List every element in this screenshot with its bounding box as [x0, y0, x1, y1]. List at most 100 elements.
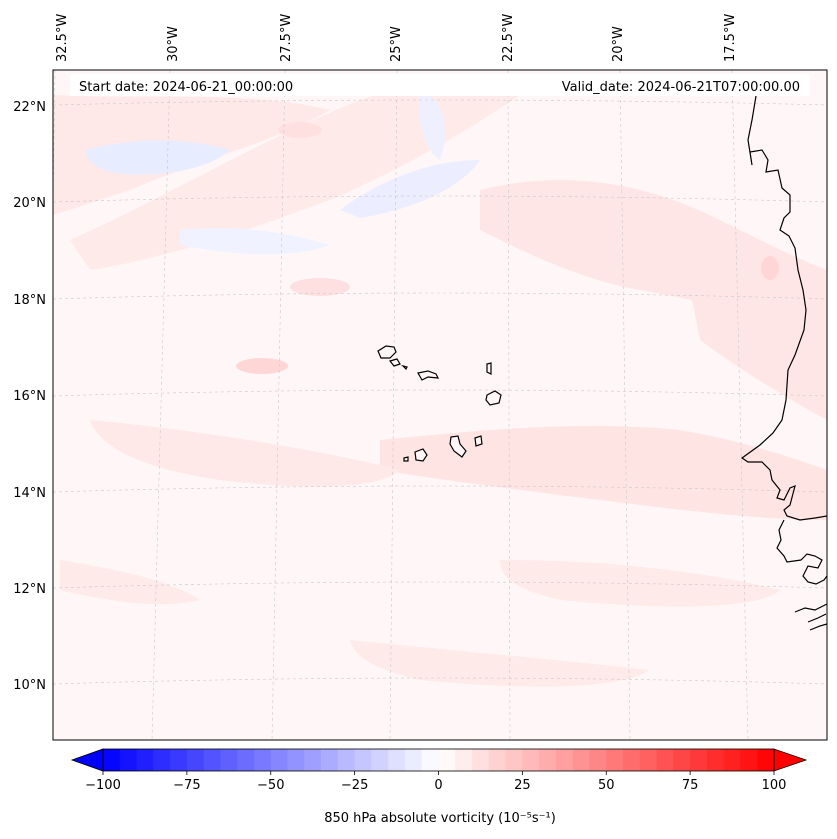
lat-label: 22°N: [13, 100, 46, 115]
colorbar-cell: [421, 749, 439, 771]
colorbar-cell: [304, 749, 322, 771]
colorbar-tick-label: 25: [514, 778, 531, 793]
island-sal: [486, 362, 492, 375]
lon-label: 20°W: [611, 26, 626, 62]
vorticity-positive-region: [500, 560, 780, 607]
vorticity-positive-region: [236, 358, 288, 374]
colorbar-tick-label: 0: [434, 778, 442, 793]
meridian-line: [731, 70, 749, 740]
longitude-labels: 32.5°W 30°W 27.5°W 25°W 22.5°W 20°W 17.5…: [55, 14, 738, 62]
parallel-line: [53, 195, 827, 203]
lon-label: 32.5°W: [55, 14, 70, 62]
meridian-line: [271, 70, 286, 740]
graticule: [53, 70, 827, 740]
colorbar-cell: [404, 749, 423, 771]
island-santo-antao: [377, 345, 397, 359]
meridian-line: [389, 70, 398, 740]
colorbar-tick-label: −25: [341, 778, 368, 793]
lat-label: 16°N: [13, 389, 46, 404]
parallel-line: [53, 677, 827, 685]
start-date-label: Start date: 2024-06-21_00:00:00: [79, 80, 293, 95]
colorbar-cells: [103, 749, 775, 771]
colorbar-cell: [706, 749, 725, 771]
colorbar-cell: [371, 749, 389, 771]
vorticity-positive-region: [350, 640, 650, 687]
colorbar-cell: [119, 749, 138, 771]
parallel-line: [53, 292, 827, 300]
parallel-line: [53, 389, 827, 397]
colorbar-cell: [103, 749, 121, 771]
colorbar-cell: [505, 749, 523, 771]
colorbar-extend-low: [70, 748, 104, 772]
colorbar-tick-label: −75: [173, 778, 200, 793]
colorbar-cell: [354, 749, 372, 771]
colorbar-cell: [220, 749, 238, 771]
colorbar-cell: [740, 749, 758, 771]
lon-label: 22.5°W: [501, 14, 516, 62]
colorbar-cell: [153, 749, 171, 771]
map-panel: [53, 70, 827, 740]
latitude-labels: 22°N 20°N 18°N 16°N 14°N 12°N 10°N: [13, 100, 46, 693]
colorbar-cell: [203, 749, 221, 771]
colorbar-cell: [555, 749, 574, 771]
colorbar-cell: [253, 749, 272, 771]
island-maio: [474, 435, 483, 447]
vorticity-positive-region: [90, 420, 400, 487]
vorticity-positive-region: [278, 122, 322, 138]
map-frame: [52, 69, 828, 741]
vorticity-negative-region: [418, 90, 445, 160]
vorticity-negative-region: [340, 160, 480, 218]
colorbar-extend-high: [773, 748, 808, 772]
colorbar-cell: [186, 749, 205, 771]
colorbar-cell: [237, 749, 255, 771]
parallel-line: [53, 99, 827, 106]
vorticity-positive-region: [761, 256, 779, 280]
colorbar-cell: [656, 749, 674, 771]
vorticity-positive-region: [690, 290, 827, 420]
lat-label: 14°N: [13, 486, 46, 501]
island-brava: [403, 456, 409, 462]
lon-label: 17.5°W: [723, 14, 738, 62]
colorbar-cell: [170, 749, 188, 771]
africa-coastline: [740, 89, 827, 631]
colorbar-cell: [438, 749, 456, 771]
colorbar-cell: [639, 749, 658, 771]
island-santa-luzia: [401, 364, 408, 371]
colorbar-label: 850 hPa absolute vorticity (10⁻⁵s⁻¹): [324, 811, 556, 826]
colorbar-cell: [673, 749, 691, 771]
colorbar-cell: [589, 749, 607, 771]
vorticity-field: [53, 84, 827, 687]
colorbar-cell: [388, 749, 406, 771]
colorbar-cell: [337, 749, 356, 771]
meridian-line: [619, 70, 631, 740]
vorticity-positive-region: [60, 560, 200, 605]
colorbar-tick-label: −50: [257, 778, 284, 793]
colorbar: −100 −75 −50 −25 0 25 50 75 100 850 hPa absolute…: [70, 748, 808, 826]
parallel-line: [53, 581, 827, 589]
island-fogo: [414, 448, 428, 462]
meridian-line: [151, 70, 171, 740]
colorbar-cell: [723, 749, 741, 771]
island-sao-nicolau: [417, 370, 440, 381]
colorbar-cell: [539, 749, 557, 771]
vorticity-positive-region: [380, 425, 827, 520]
island-sao-vicente: [388, 358, 401, 367]
colorbar-cell: [321, 749, 339, 771]
colorbar-cell: [522, 749, 540, 771]
colorbar-tick-label: 100: [762, 778, 787, 793]
colorbar-cell: [455, 749, 473, 771]
colorbar-cell: [690, 749, 708, 771]
colorbar-cell: [572, 749, 590, 771]
lat-label: 12°N: [13, 582, 46, 597]
vorticity-negative-region: [85, 140, 230, 175]
vorticity-positive-region: [70, 84, 520, 271]
island-boa-vista: [485, 390, 502, 406]
lon-label: 30°W: [166, 26, 181, 62]
colorbar-tick-label: −100: [85, 778, 121, 793]
colorbar-tick-label: 50: [598, 778, 615, 793]
colorbar-cell: [757, 749, 775, 771]
vorticity-positive-region: [290, 278, 350, 296]
colorbar-cell: [136, 749, 154, 771]
colorbar-cell: [472, 749, 490, 771]
